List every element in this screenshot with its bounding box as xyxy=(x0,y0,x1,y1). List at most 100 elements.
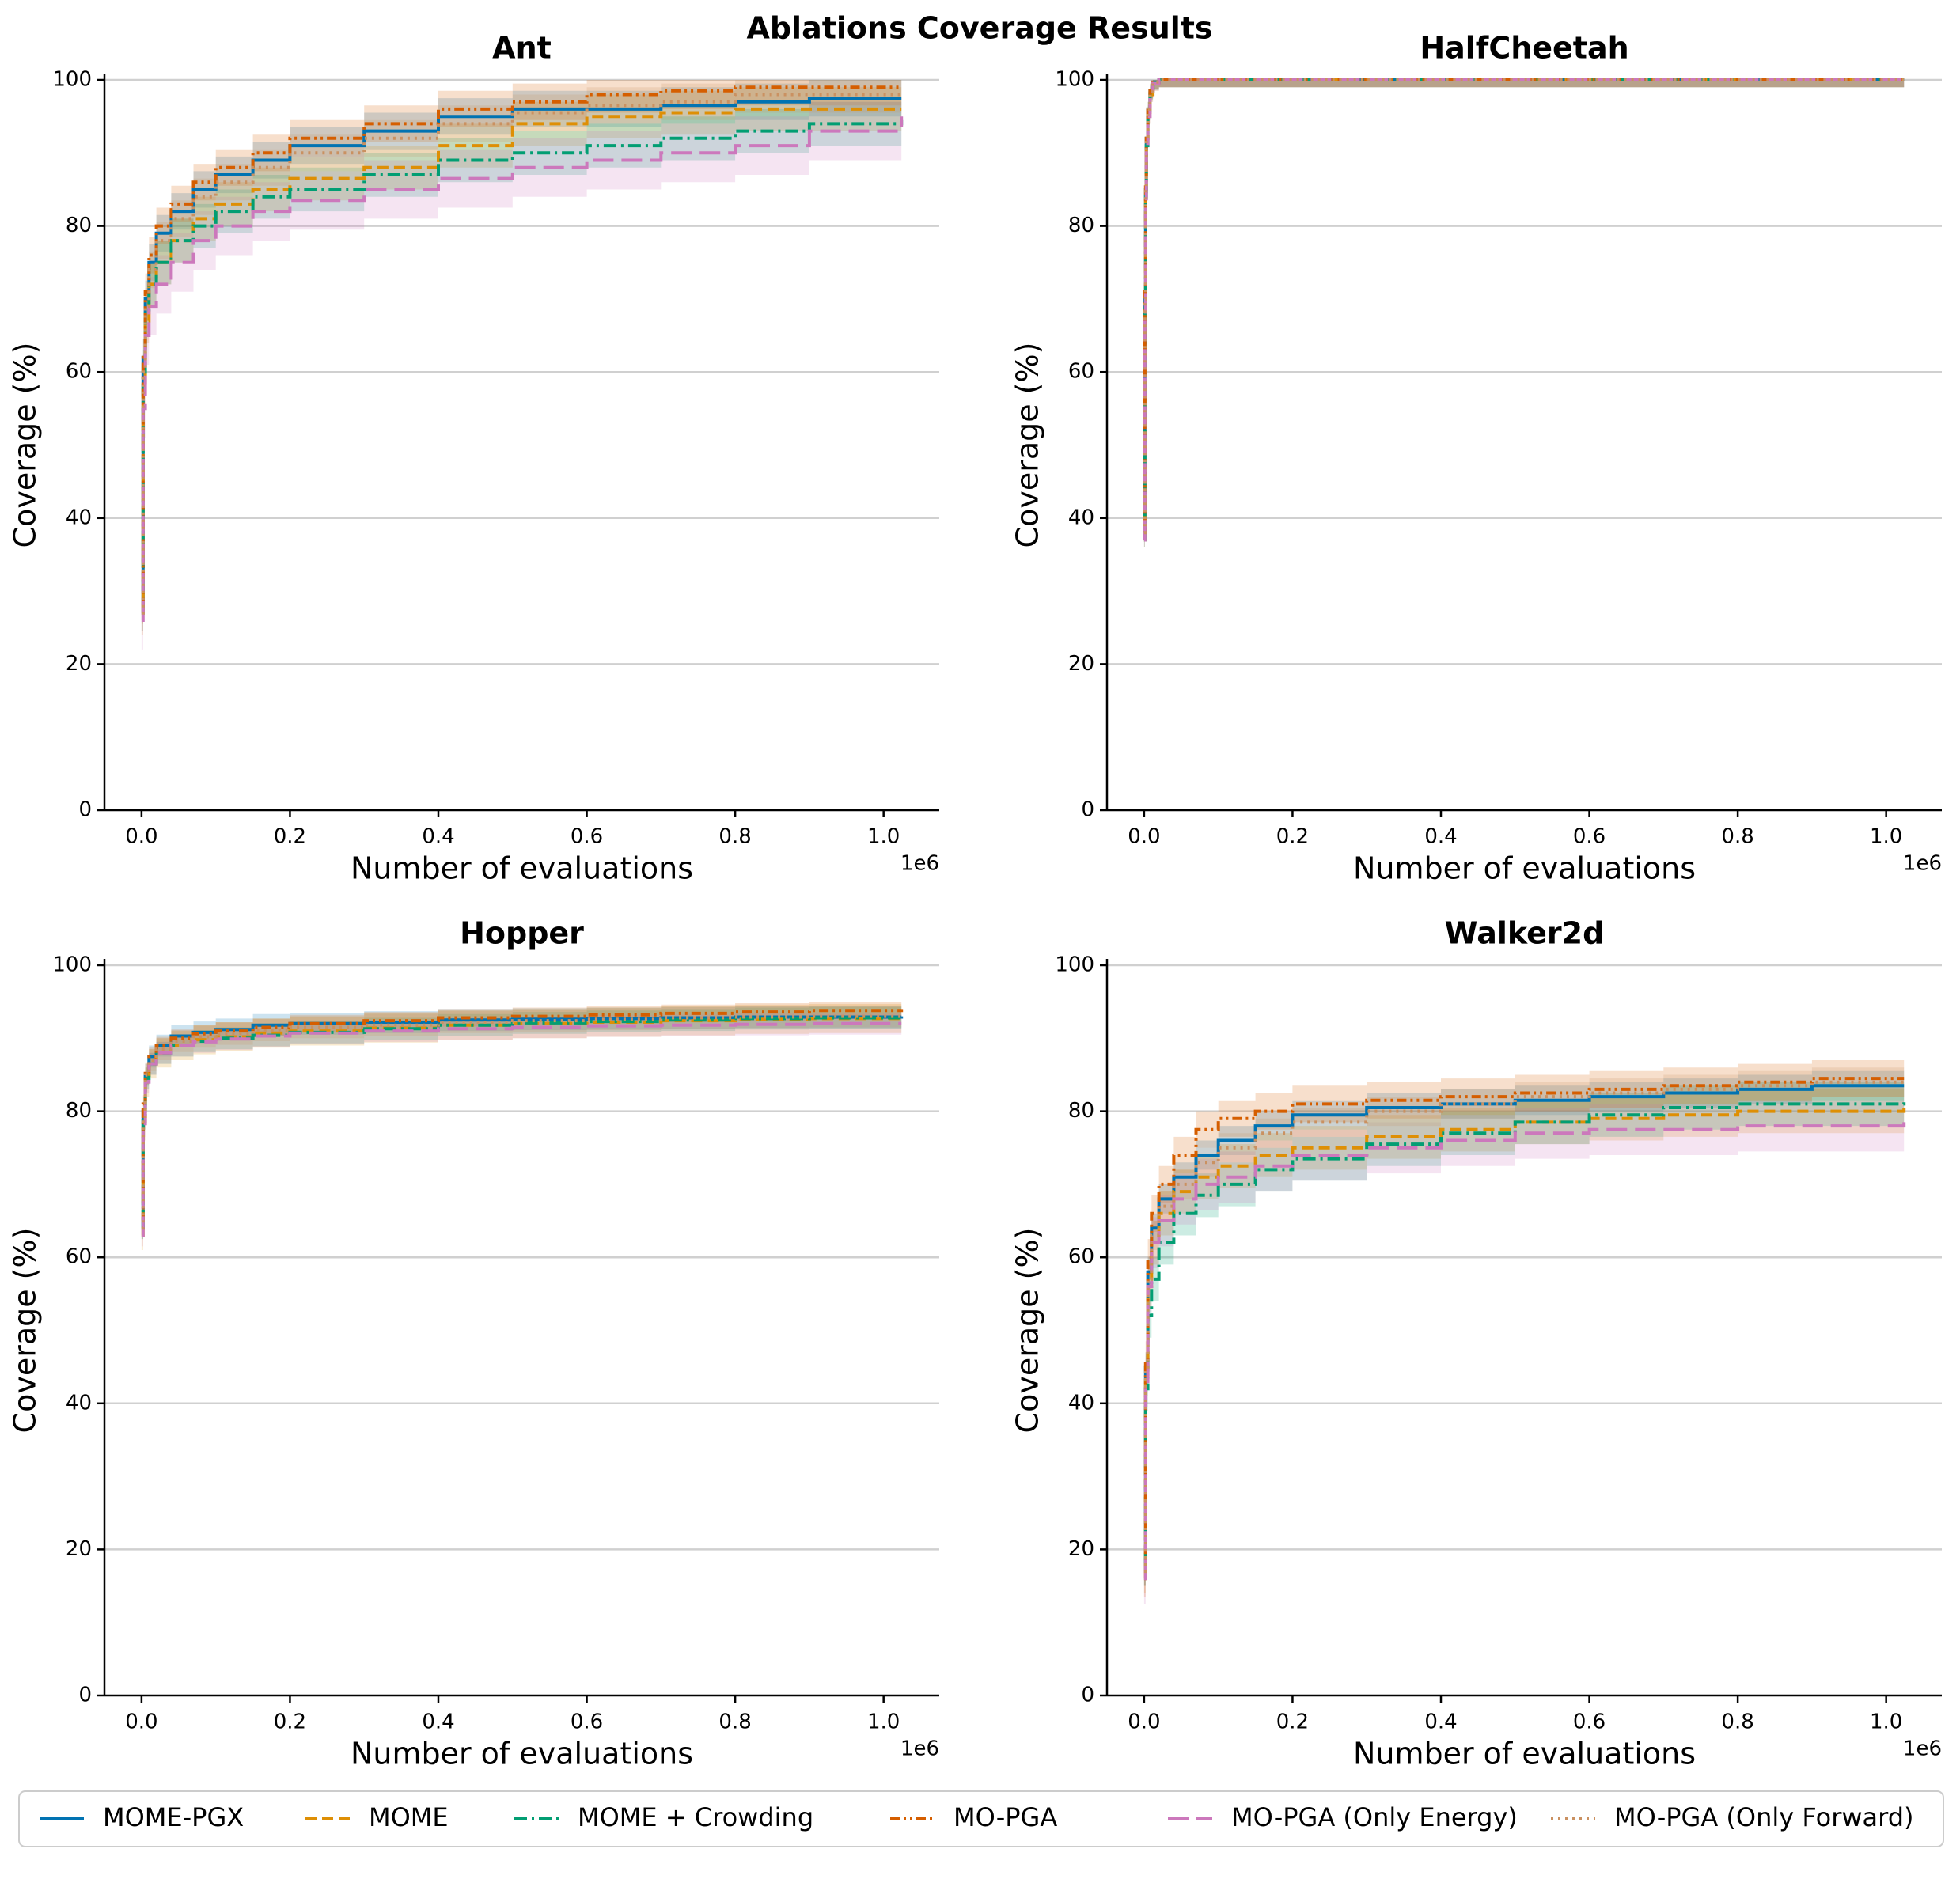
x-tick-label: 0.0 xyxy=(125,825,157,849)
band-mome-pgx xyxy=(1143,80,1905,540)
series-line-mo-pga-only-forward- xyxy=(141,1014,902,1230)
x-offset-label: 1e6 xyxy=(900,852,939,876)
x-tick-label: 0.0 xyxy=(1128,1710,1160,1734)
x-tick-label: 0.6 xyxy=(1573,1710,1606,1734)
panel-title: HalfCheetah xyxy=(1420,31,1628,66)
y-tick-label: 80 xyxy=(1068,1099,1094,1123)
x-tick-label: 1.0 xyxy=(867,825,900,849)
y-tick-label: 20 xyxy=(66,1537,92,1561)
x-tick-label: 0.4 xyxy=(1424,1710,1457,1734)
y-tick-label: 0 xyxy=(78,1684,92,1707)
legend-item-mo-pga-only-forward-: MO-PGA (Only Forward) xyxy=(1551,1802,1914,1832)
panel-title: Hopper xyxy=(460,916,584,951)
series-line-mome xyxy=(141,107,902,615)
band-mo-pga-only-energy- xyxy=(141,1013,902,1247)
x-tick-label: 0.0 xyxy=(125,1710,157,1734)
legend-label: MO-PGA xyxy=(953,1802,1057,1832)
legend-label: MOME xyxy=(369,1802,449,1832)
figure-title: Ablations Coverage Results xyxy=(746,11,1212,46)
y-tick-label: 0 xyxy=(1081,1684,1094,1707)
x-tick-label: 0.2 xyxy=(1276,1710,1309,1734)
legend-item-mo-pga: MO-PGA xyxy=(890,1802,1057,1832)
x-offset-label: 1e6 xyxy=(1903,1737,1942,1761)
series-line-mome xyxy=(1143,1108,1906,1574)
legend-item-mome: MOME xyxy=(305,1802,449,1832)
series-line-mo-pga-only-energy- xyxy=(1143,78,1905,542)
series-line-mome xyxy=(1143,78,1905,542)
y-axis-label: Coverage (%) xyxy=(1010,343,1045,548)
plot-area xyxy=(141,1000,904,1250)
y-tick-label: 0 xyxy=(78,798,92,822)
series-line-mo-pga-only-forward- xyxy=(1143,1078,1906,1574)
legend-item-mome-pgx: MOME-PGX xyxy=(40,1802,244,1832)
y-tick-label: 40 xyxy=(1068,506,1094,529)
plot-area xyxy=(141,80,904,650)
x-axis-label: Number of evaluations xyxy=(1353,1737,1696,1771)
legend-label: MO-PGA (Only Energy) xyxy=(1231,1802,1518,1832)
y-tick-label: 80 xyxy=(66,1099,92,1123)
x-tick-label: 0.2 xyxy=(274,825,306,849)
x-tick-label: 0.4 xyxy=(422,825,454,849)
band-mome-crowding xyxy=(1143,80,1905,547)
y-tick-label: 20 xyxy=(1068,1537,1094,1561)
x-axis-label: Number of evaluations xyxy=(351,851,693,886)
band-mo-pga-only-forward- xyxy=(141,1005,902,1240)
legend: MOME-PGX MOME MOME + Crowding MO-PGA MO-PGA … xyxy=(18,1790,1944,1847)
y-tick-label: 20 xyxy=(66,652,92,676)
x-axis-label: Number of evaluations xyxy=(351,1737,693,1771)
y-tick-label: 0 xyxy=(1081,798,1094,822)
x-tick-label: 0.4 xyxy=(1424,825,1457,849)
series-line-mo-pga xyxy=(141,85,902,608)
series-line-mo-pga-only-forward- xyxy=(141,93,902,615)
series-line-mo-pga-only-energy- xyxy=(141,116,904,622)
x-tick-label: 0.8 xyxy=(1721,1710,1753,1734)
series-line-mome-crowding xyxy=(141,1016,904,1230)
x-tick-label: 0.8 xyxy=(718,1710,751,1734)
band-mo-pga xyxy=(1143,1060,1905,1597)
series-line-mome-crowding xyxy=(1143,78,1905,542)
y-tick-label: 40 xyxy=(66,506,92,529)
series-line-mome-pgx xyxy=(1143,78,1905,535)
y-axis-label: Coverage (%) xyxy=(8,1228,43,1434)
y-tick-label: 60 xyxy=(1068,360,1094,384)
x-tick-label: 1.0 xyxy=(1870,1710,1902,1734)
legend-label: MO-PGA (Only Forward) xyxy=(1614,1802,1914,1832)
x-tick-label: 0.8 xyxy=(718,825,751,849)
band-mo-pga-only-energy- xyxy=(1143,80,1905,547)
y-tick-label: 20 xyxy=(1068,652,1094,676)
x-tick-label: 0.8 xyxy=(1721,825,1753,849)
plot-area xyxy=(1143,78,1905,547)
band-mome xyxy=(1143,80,1905,547)
plot-area xyxy=(1143,1060,1906,1604)
x-tick-label: 0.2 xyxy=(274,1710,306,1734)
x-tick-label: 1.0 xyxy=(867,1710,900,1734)
band-mo-pga-only-energy- xyxy=(1143,1097,1905,1604)
x-tick-label: 0.6 xyxy=(571,1710,603,1734)
legend-label: MOME + Crowding xyxy=(578,1802,813,1832)
x-tick-label: 0.6 xyxy=(1573,825,1606,849)
y-tick-label: 80 xyxy=(66,214,92,237)
x-axis-label: Number of evaluations xyxy=(1353,851,1696,886)
y-tick-label: 100 xyxy=(52,953,92,977)
series-line-mome-crowding xyxy=(141,119,904,593)
series-line-mome xyxy=(141,1017,904,1237)
x-offset-label: 1e6 xyxy=(1903,852,1942,876)
y-tick-label: 100 xyxy=(52,68,92,92)
x-offset-label: 1e6 xyxy=(900,1737,939,1761)
legend-label: MOME-PGX xyxy=(103,1802,244,1832)
x-tick-label: 1.0 xyxy=(1870,825,1902,849)
y-tick-label: 40 xyxy=(1068,1391,1094,1415)
band-mo-pga-only-energy- xyxy=(141,87,902,650)
y-axis-label: Coverage (%) xyxy=(1010,1228,1045,1434)
legend-item-mome-crowding: MOME + Crowding xyxy=(514,1802,813,1832)
y-tick-label: 100 xyxy=(1055,68,1094,92)
band-mo-pga-only-forward- xyxy=(1143,80,1905,540)
x-tick-label: 0.6 xyxy=(571,825,603,849)
x-tick-label: 0.0 xyxy=(1128,825,1160,849)
